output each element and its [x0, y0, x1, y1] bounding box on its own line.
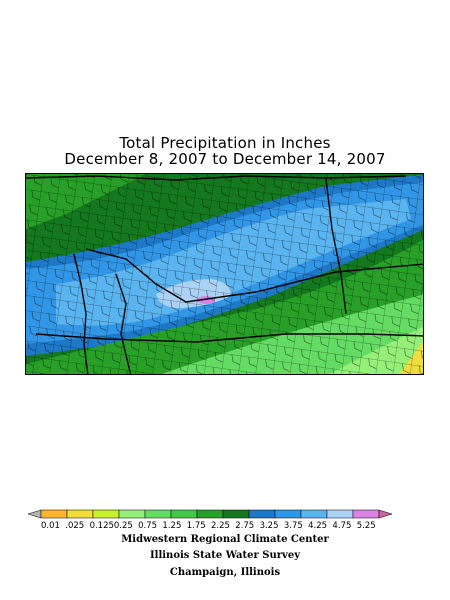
- legend-color-cell: [118, 509, 146, 519]
- legend-color-cell: [196, 509, 224, 519]
- legend-label: 0.01: [41, 521, 60, 531]
- legend-color-cell: [66, 509, 94, 519]
- legend-label: 1.75: [186, 521, 206, 531]
- legend-color-cell: [300, 509, 328, 519]
- legend-label: 1.25: [162, 521, 182, 531]
- legend-label: 2.75: [235, 521, 255, 531]
- legend-color-cell: [222, 509, 250, 519]
- legend-color-cell: [92, 509, 120, 519]
- credit-location: Champaign, Illinois: [169, 567, 281, 578]
- precipitation-map: [25, 173, 424, 375]
- legend-color-cell: [170, 509, 198, 519]
- legend-label: 4.75: [332, 521, 352, 531]
- legend-color-cell: [326, 509, 354, 519]
- state-boundary-south: [35, 333, 423, 343]
- legend-color-cell: [352, 509, 380, 519]
- legend-label: .025: [65, 521, 85, 531]
- state-boundary-central: [85, 248, 423, 303]
- credit-water-survey: Illinois State Water Survey: [149, 550, 301, 561]
- legend-labels: 0.01 .025 0.125 0.25 0.75 1.25 1.75 2.25…: [41, 521, 381, 531]
- map-title-line-2: December 8, 2007 to December 14, 2007: [64, 150, 386, 168]
- map-title-line-1: Total Precipitation in Inches: [119, 134, 331, 152]
- state-boundary-east: [325, 178, 347, 315]
- credit-climate-center: Midwestern Regional Climate Center: [121, 534, 329, 545]
- legend-color-cell: [248, 509, 276, 519]
- legend-label: 4.25: [308, 521, 328, 531]
- legend-color-cell: [274, 509, 302, 519]
- legend-label: 0.75: [138, 521, 158, 531]
- state-boundary-west: [73, 253, 89, 374]
- legend-color-cell: [40, 509, 68, 519]
- legend-color-cell: [144, 509, 172, 519]
- state-boundary-river: [115, 273, 132, 374]
- legend-label: 0.25: [113, 521, 133, 531]
- legend-label: 3.25: [259, 521, 279, 531]
- legend-label: 5.25: [356, 521, 376, 531]
- legend-label: 2.25: [211, 521, 230, 531]
- legend-cap-high: [378, 509, 392, 519]
- state-boundary-north: [26, 175, 407, 181]
- legend-label: 3.75: [283, 521, 303, 531]
- legend-cap-low: [28, 509, 42, 519]
- color-legend-bar: [28, 509, 392, 519]
- legend-label: 0.125: [89, 521, 114, 531]
- county-boundaries: [26, 174, 423, 374]
